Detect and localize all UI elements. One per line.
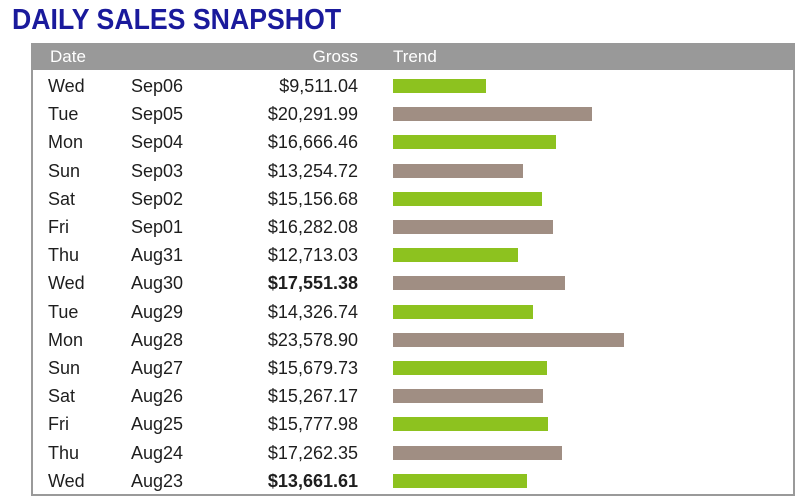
row-date: Aug28: [131, 329, 184, 350]
row-day: Sun: [48, 160, 81, 181]
trend-bar: [393, 417, 548, 432]
row-day: Thu: [48, 245, 80, 266]
row-day: Tue: [48, 104, 79, 125]
row-date: Aug23: [131, 470, 184, 491]
trend-bar: [393, 107, 592, 122]
trend-bar: [393, 389, 543, 404]
row-date: Aug29: [131, 301, 184, 322]
trend-bar: [393, 163, 523, 178]
table-row: Sat Aug26 $15,267.17: [31, 382, 795, 410]
table-row: Thu Aug24 $17,262.35: [31, 439, 795, 467]
row-date: Aug25: [131, 414, 184, 435]
trend-bar: [393, 361, 547, 375]
table-row: Tue Aug29 $14,326.74: [31, 298, 795, 326]
row-date: Aug31: [131, 245, 184, 266]
row-day: Wed: [48, 470, 85, 491]
row-day: Wed: [48, 76, 85, 96]
trend-bar: [393, 220, 553, 234]
row-date: Aug24: [131, 442, 184, 463]
trend-bar: [393, 79, 487, 93]
row-gross: $17,262.35: [267, 442, 358, 463]
table-row: Wed Aug23 $13,661.61: [31, 467, 795, 495]
row-date: Aug27: [131, 358, 184, 378]
row-gross: $15,777.98: [267, 414, 358, 435]
row-gross: $23,578.90: [267, 329, 358, 350]
row-day: Sun: [48, 358, 81, 378]
row-gross: $17,551.38: [267, 273, 358, 294]
table-row: Wed Aug30 $17,551.38: [31, 269, 795, 297]
row-gross: $15,679.73: [267, 358, 358, 378]
row-day: Fri: [48, 217, 69, 237]
row-day: Mon: [48, 132, 84, 153]
header-trend: Trend: [393, 47, 437, 66]
row-date: Sep01: [131, 217, 184, 237]
row-day: Thu: [48, 442, 80, 463]
table-row: Wed Sep06 $9,511.04: [31, 72, 795, 100]
row-day: Sat: [48, 386, 76, 407]
row-gross: $16,666.46: [267, 132, 358, 153]
row-gross: $13,254.72: [267, 160, 358, 181]
row-day: Mon: [48, 329, 84, 350]
row-gross: $9,511.04: [279, 76, 358, 96]
table-row: Tue Sep05 $20,291.99: [31, 100, 795, 128]
row-gross: $14,326.74: [267, 301, 358, 322]
row-date: Sep04: [131, 132, 184, 153]
table-row: Thu Aug31 $12,713.03: [31, 241, 795, 269]
trend-bar: [393, 473, 527, 488]
row-day: Sat: [48, 188, 76, 209]
trend-bar: [393, 135, 557, 150]
row-gross: $12,713.03: [267, 245, 358, 266]
row-date: Sep06: [131, 76, 184, 96]
trend-bar: [393, 248, 518, 263]
row-day: Fri: [48, 414, 69, 435]
row-gross: $15,267.17: [267, 386, 358, 407]
row-gross: $15,156.68: [267, 188, 358, 209]
page-title: DAILY SALES SNAPSHOT: [12, 4, 342, 36]
row-date: Sep02: [131, 188, 184, 209]
header-gross: Gross: [312, 47, 358, 66]
row-date: Sep03: [131, 160, 184, 181]
trend-bar: [393, 191, 542, 206]
header-date: Date: [50, 47, 86, 66]
table-row: Sun Sep03 $13,254.72: [31, 157, 795, 185]
row-gross: $16,282.08: [267, 217, 358, 237]
row-date: Aug30: [131, 273, 184, 294]
row-gross: $13,661.61: [267, 470, 358, 491]
table-row: Fri Sep01 $16,282.08: [31, 213, 795, 241]
table-row: Mon Sep04 $16,666.46: [31, 128, 795, 156]
table-row: Sun Aug27 $15,679.73: [31, 354, 795, 382]
table-row: Mon Aug28 $23,578.90: [31, 326, 795, 354]
trend-bar: [393, 304, 534, 319]
trend-bar: [393, 445, 563, 460]
row-day: Tue: [48, 301, 79, 322]
row-date: Sep05: [131, 104, 184, 125]
trend-bar: [393, 332, 625, 347]
table-header: Date Gross Trend: [31, 43, 795, 70]
table-row: Sat Sep02 $15,156.68: [31, 185, 795, 213]
trend-bar: [393, 276, 565, 291]
row-day: Wed: [48, 273, 85, 294]
row-date: Aug26: [131, 386, 184, 407]
table-row: Fri Aug25 $15,777.98: [31, 410, 795, 438]
row-gross: $20,291.99: [267, 104, 358, 125]
